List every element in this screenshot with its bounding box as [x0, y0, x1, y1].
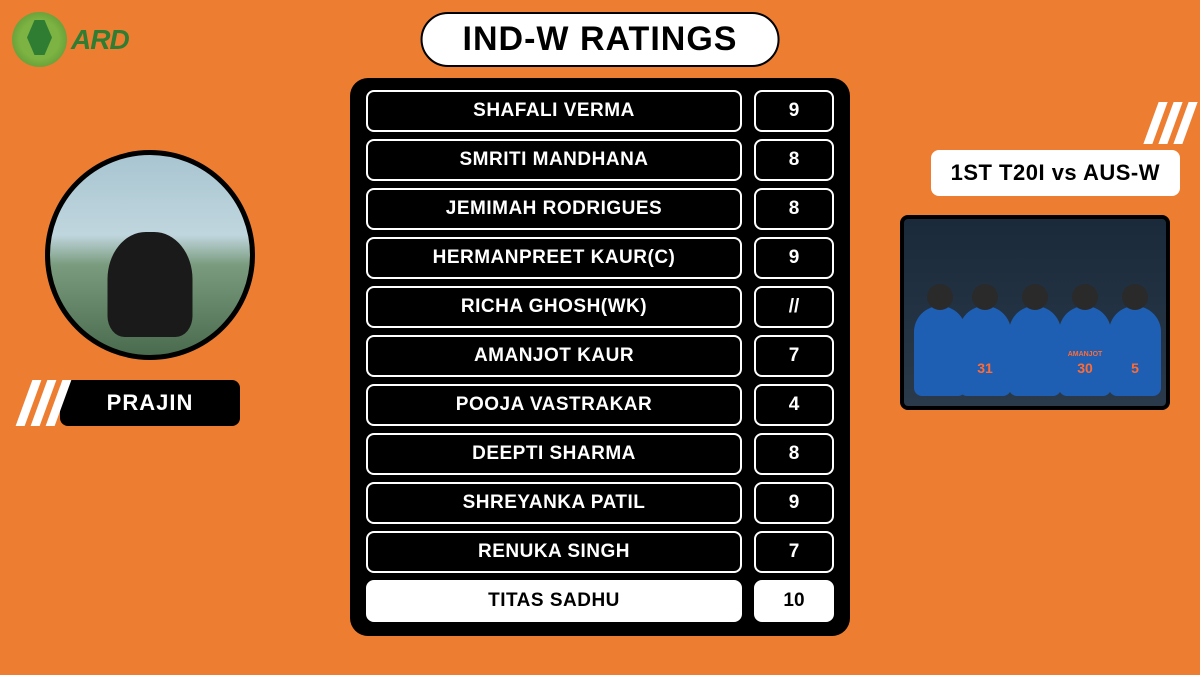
- player-name-cell: TITAS SADHU: [366, 580, 742, 622]
- logo-icon: [12, 12, 67, 67]
- table-row: RENUKA SINGH 7: [366, 531, 834, 573]
- player-score-cell: 9: [754, 237, 834, 279]
- author-avatar: [45, 150, 255, 360]
- player-score-cell: 8: [754, 433, 834, 475]
- table-row: SMRITI MANDHANA 8: [366, 139, 834, 181]
- player-score-cell: 7: [754, 335, 834, 377]
- author-block: PRAJIN: [20, 150, 280, 426]
- author-name-banner: PRAJIN: [60, 380, 240, 426]
- page-title: IND-W RATINGS: [463, 20, 738, 59]
- player-name-cell: SHREYANKA PATIL: [366, 482, 742, 524]
- logo-text: ARD: [71, 24, 129, 56]
- player-score-cell: 10: [754, 580, 834, 622]
- player-jersey: [1009, 306, 1061, 396]
- player-name-cell: POOJA VASTRAKAR: [366, 384, 742, 426]
- table-row: RICHA GHOSH(WK) //: [366, 286, 834, 328]
- ratings-table: SHAFALI VERMA9SMRITI MANDHANA8JEMIMAH RO…: [350, 78, 850, 636]
- player-name-cell: JEMIMAH RODRIGUES: [366, 188, 742, 230]
- player-jersey: 5: [1109, 306, 1161, 396]
- brand-logo: ARD: [12, 12, 129, 67]
- title-banner: IND-W RATINGS: [421, 12, 780, 67]
- player-score-cell: 9: [754, 482, 834, 524]
- player-name-cell: SMRITI MANDHANA: [366, 139, 742, 181]
- match-banner: 1ST T20I vs AUS-W: [931, 150, 1180, 196]
- player-name-cell: RICHA GHOSH(WK): [366, 286, 742, 328]
- player-name-cell: DEEPTI SHARMA: [366, 433, 742, 475]
- table-row: SHREYANKA PATIL 9: [366, 482, 834, 524]
- team-photo: 31 AMANJOT 30 5: [900, 215, 1170, 410]
- player-score-cell: 8: [754, 139, 834, 181]
- stripe-decoration: [1143, 102, 1197, 144]
- table-row: JEMIMAH RODRIGUES 8: [366, 188, 834, 230]
- table-row: DEEPTI SHARMA 8: [366, 433, 834, 475]
- table-row: HERMANPREET KAUR(C) 9: [366, 237, 834, 279]
- stripe-decoration: [16, 380, 72, 426]
- player-name-cell: HERMANPREET KAUR(C): [366, 237, 742, 279]
- table-row: TITAS SADHU 10: [366, 580, 834, 622]
- player-name-cell: AMANJOT KAUR: [366, 335, 742, 377]
- player-score-cell: 4: [754, 384, 834, 426]
- player-jersey: AMANJOT 30: [1059, 306, 1111, 396]
- table-row: POOJA VASTRAKAR 4: [366, 384, 834, 426]
- player-score-cell: 7: [754, 531, 834, 573]
- player-name-cell: RENUKA SINGH: [366, 531, 742, 573]
- player-score-cell: 8: [754, 188, 834, 230]
- author-name: PRAJIN: [107, 390, 194, 415]
- player-score-cell: //: [754, 286, 834, 328]
- table-row: AMANJOT KAUR 7: [366, 335, 834, 377]
- player-jersey: 31: [959, 306, 1011, 396]
- player-name-cell: SHAFALI VERMA: [366, 90, 742, 132]
- player-score-cell: 9: [754, 90, 834, 132]
- table-row: SHAFALI VERMA 9: [366, 90, 834, 132]
- match-label: 1ST T20I vs AUS-W: [951, 160, 1160, 185]
